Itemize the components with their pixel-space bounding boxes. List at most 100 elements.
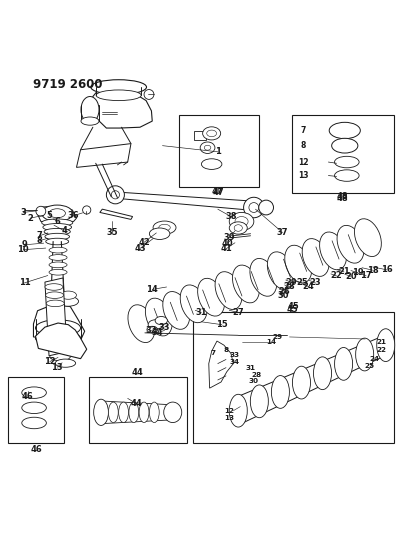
Polygon shape [109,191,255,210]
Ellipse shape [332,138,358,153]
Bar [89,377,187,443]
Text: 46: 46 [30,445,42,454]
Text: 45: 45 [288,302,300,311]
Ellipse shape [204,146,211,150]
Ellipse shape [180,285,207,322]
Text: 45: 45 [286,305,298,314]
Ellipse shape [49,269,67,275]
Polygon shape [33,304,85,340]
Text: 11: 11 [18,278,30,287]
Ellipse shape [58,296,79,306]
Ellipse shape [271,376,289,408]
Text: 13: 13 [51,363,63,372]
Ellipse shape [259,200,273,215]
Ellipse shape [45,233,69,240]
Ellipse shape [35,320,81,336]
Ellipse shape [129,402,139,423]
Ellipse shape [320,232,346,270]
Text: 21: 21 [338,268,350,276]
Text: 38: 38 [225,212,237,221]
Text: 17: 17 [360,271,372,280]
Text: 12: 12 [224,408,234,414]
Text: 8: 8 [37,236,42,245]
Ellipse shape [22,402,46,414]
Text: 43: 43 [134,244,146,253]
Ellipse shape [49,262,67,268]
Text: 10: 10 [17,245,29,254]
Ellipse shape [203,127,221,140]
Circle shape [36,206,46,216]
Ellipse shape [81,96,99,123]
Text: 8: 8 [224,347,229,353]
Text: 48: 48 [337,191,349,200]
Ellipse shape [229,394,247,427]
Text: 14: 14 [146,285,158,294]
Ellipse shape [111,191,120,199]
Text: 39: 39 [224,233,235,243]
Ellipse shape [354,219,381,256]
Ellipse shape [46,292,64,298]
Ellipse shape [335,170,359,181]
Text: 12: 12 [298,158,308,166]
Ellipse shape [329,122,360,139]
Text: 33: 33 [159,322,170,332]
Text: 20: 20 [345,272,357,281]
Polygon shape [209,341,233,388]
Ellipse shape [96,90,141,101]
Ellipse shape [293,366,310,399]
Text: 7: 7 [300,126,306,135]
Ellipse shape [229,213,254,230]
Ellipse shape [147,326,157,333]
Ellipse shape [42,205,73,221]
Text: 29: 29 [272,334,282,340]
Polygon shape [138,229,372,333]
Ellipse shape [233,265,259,303]
Ellipse shape [215,272,242,310]
Ellipse shape [198,278,224,316]
Text: 26: 26 [278,287,290,296]
Ellipse shape [155,317,167,325]
Ellipse shape [267,252,294,289]
Ellipse shape [94,399,109,425]
Text: 35: 35 [106,229,118,237]
Text: 14: 14 [266,339,276,345]
Text: 4: 4 [61,227,67,236]
Ellipse shape [153,221,176,234]
Ellipse shape [235,216,248,227]
Ellipse shape [164,402,182,423]
Text: 36: 36 [68,211,79,220]
Ellipse shape [46,238,69,245]
Ellipse shape [356,338,374,371]
Text: 24: 24 [369,357,379,362]
Ellipse shape [337,225,364,263]
Ellipse shape [49,247,67,253]
Text: 13: 13 [224,415,234,421]
Text: 46: 46 [22,392,34,401]
Ellipse shape [144,90,154,99]
Ellipse shape [44,229,70,235]
Text: 5: 5 [46,211,52,220]
Text: 28: 28 [252,372,262,378]
Ellipse shape [60,291,76,299]
Ellipse shape [244,197,264,218]
Text: 34: 34 [229,359,239,365]
Text: 24: 24 [303,282,314,291]
Ellipse shape [145,298,172,336]
Text: 30: 30 [277,290,289,300]
Ellipse shape [207,130,217,136]
Ellipse shape [148,320,163,329]
Text: 16: 16 [381,265,393,274]
Ellipse shape [50,352,70,361]
Text: 22: 22 [376,347,387,353]
Circle shape [83,206,91,214]
Text: 42: 42 [138,238,150,247]
Ellipse shape [159,224,170,231]
Text: 31: 31 [196,308,207,317]
Bar [193,312,394,443]
Ellipse shape [200,142,215,154]
Text: 44: 44 [131,399,143,408]
Ellipse shape [234,225,242,231]
Ellipse shape [43,223,72,231]
Text: 25: 25 [364,364,374,369]
Text: 12: 12 [44,357,56,366]
